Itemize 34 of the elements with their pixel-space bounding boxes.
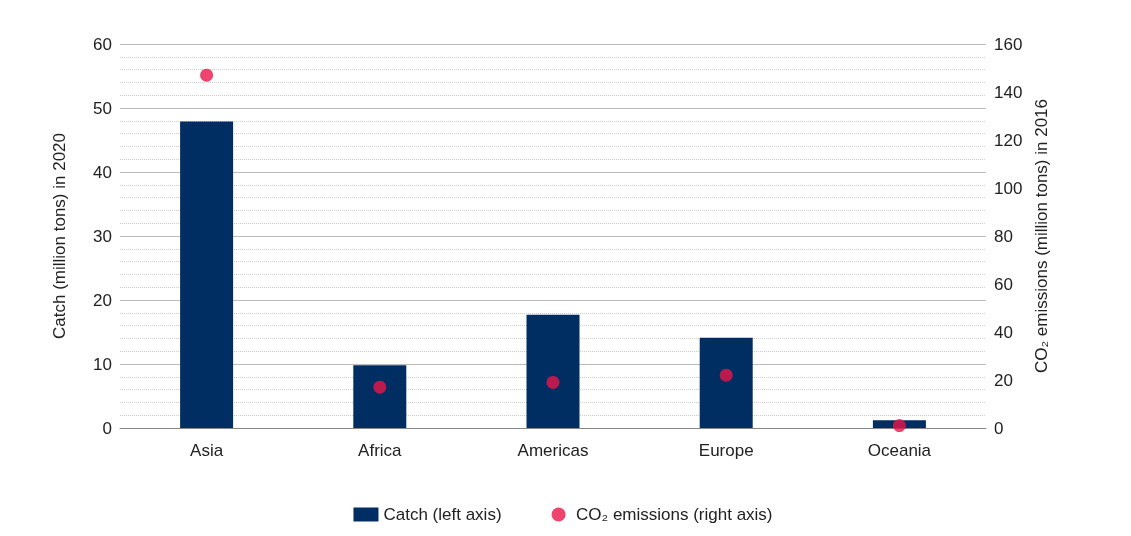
bar xyxy=(526,314,580,428)
y2-tick-label: 20 xyxy=(994,370,1013,390)
y2-tick-label: 120 xyxy=(994,130,1023,150)
x-tick-label: Americas xyxy=(517,441,589,460)
y-tick-label: 30 xyxy=(93,226,112,246)
bar xyxy=(180,121,234,428)
bar xyxy=(699,337,753,428)
y-tick-label: 10 xyxy=(93,354,112,374)
y2-tick-label: 160 xyxy=(994,34,1023,54)
point xyxy=(892,419,906,433)
y-tick-label: 60 xyxy=(93,34,112,54)
x-tick-label: Africa xyxy=(358,441,403,460)
y-tick-label: 50 xyxy=(93,98,112,118)
y2-tick-label: 80 xyxy=(994,226,1013,246)
y2-axis-title: CO₂ emissions (million tons) in 2016 xyxy=(1032,99,1052,373)
bar xyxy=(353,365,407,428)
y2-tick-label: 60 xyxy=(994,274,1013,294)
legend-label: Catch (left axis) xyxy=(383,505,502,524)
y2-tick-label: 0 xyxy=(994,418,1004,438)
point xyxy=(546,375,560,389)
x-tick-label: Asia xyxy=(190,441,224,460)
y-tick-label: 20 xyxy=(93,290,112,310)
y2-tick-label: 140 xyxy=(994,82,1023,102)
y-tick-label: 40 xyxy=(93,162,112,182)
legend-label: CO₂ emissions (right axis) xyxy=(576,505,773,524)
y-axis-title: Catch (million tons) in 2020 xyxy=(50,133,69,339)
point xyxy=(719,368,733,382)
y-tick-label: 0 xyxy=(102,418,112,438)
x-tick-label: Europe xyxy=(698,441,754,460)
point xyxy=(373,380,387,394)
point xyxy=(200,68,214,82)
y2-tick-label: 100 xyxy=(994,178,1023,198)
x-tick-label: Oceania xyxy=(867,441,932,460)
y2-tick-label: 40 xyxy=(994,322,1013,342)
